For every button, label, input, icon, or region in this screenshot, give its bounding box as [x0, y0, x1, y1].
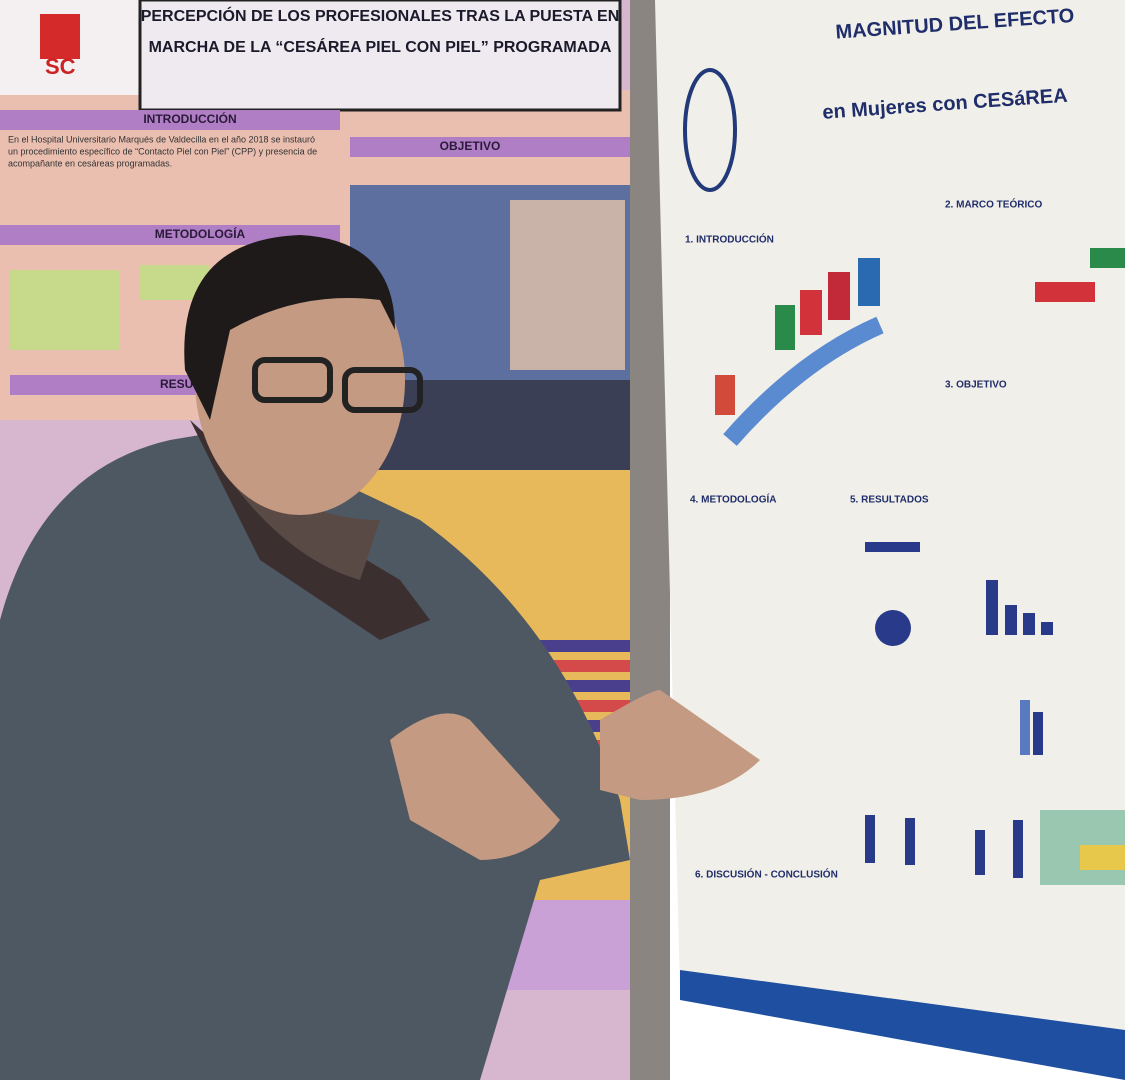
poster-wave [680, 970, 1125, 1080]
body-text: acompañante en cesáreas programadas. [8, 158, 172, 168]
shape [184, 235, 395, 420]
poster-graphics [715, 248, 1125, 885]
shape [715, 375, 735, 415]
section-bar [0, 225, 340, 245]
shape [1090, 248, 1125, 268]
shape [1005, 605, 1017, 635]
shape [975, 830, 985, 875]
poster-title: MARCHA DE LA “CESÁREA PIEL CON PIEL” PRO… [149, 37, 612, 56]
shape [342, 367, 423, 413]
poster-logo [683, 68, 737, 192]
body-text: En el Hospital Universitario Marqués de … [8, 134, 315, 144]
person [0, 235, 760, 1080]
shape [865, 542, 920, 552]
right-poster [655, 0, 1125, 1080]
shape [986, 580, 998, 635]
section-title: METODOLOGÍA [155, 226, 246, 241]
section-title: 3. OBJETIVO [945, 380, 1007, 391]
section-title: 1. INTRODUCCIÓN [685, 233, 774, 246]
shape [828, 272, 850, 320]
section-bar [0, 110, 340, 130]
shape [1080, 845, 1125, 870]
box [10, 270, 120, 350]
section-title: 4. METODOLOGÍA [690, 493, 777, 506]
section-title: 6. DISCUSIÓN - CONCLUSIÓN [695, 868, 838, 881]
shape [858, 258, 880, 306]
shape [775, 305, 795, 350]
shape [600, 690, 760, 800]
shape [865, 815, 875, 863]
section-title: OBJETIVO [440, 139, 501, 153]
title-box [138, 0, 622, 112]
shape [905, 818, 915, 865]
shape [1020, 700, 1030, 755]
shape [1035, 282, 1095, 302]
section-title: INTRODUCCIÓN [143, 111, 236, 126]
logo-mark [40, 14, 80, 59]
section-title: RESU [160, 377, 193, 391]
section-bar [350, 137, 630, 157]
shape [723, 316, 884, 446]
shape [1041, 622, 1053, 635]
shape [875, 610, 911, 646]
shape [1023, 613, 1035, 635]
shape [390, 713, 560, 860]
shape [0, 430, 630, 1080]
section-title: 5. RESULTADOS [850, 495, 929, 506]
body-text: un procedimiento específico de “Contacto… [8, 146, 317, 156]
shape [252, 357, 333, 403]
shape [1013, 820, 1023, 878]
section-title: 2. MARCO TEÓRICO [945, 198, 1042, 211]
poster-title: PERCEPCIÓN DE LOS PROFESIONALES TRAS LA … [141, 6, 620, 25]
shape [800, 290, 822, 335]
logo-text: SC [45, 54, 76, 79]
shape [1033, 712, 1043, 755]
photo-collage [510, 200, 625, 370]
